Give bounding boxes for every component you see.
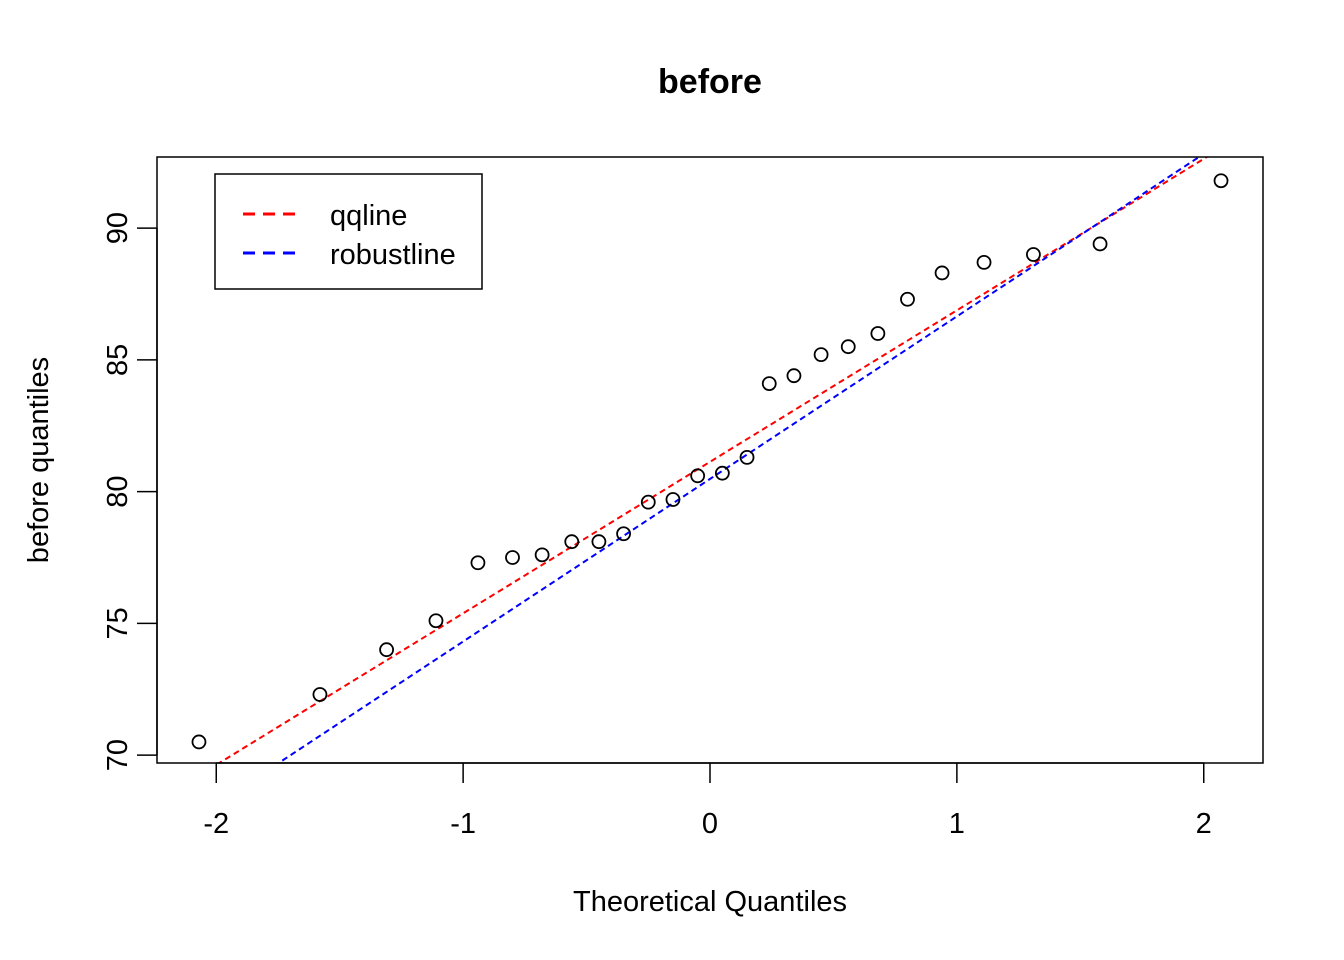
legend: qqline robustline [214, 173, 483, 290]
data-point [505, 550, 520, 565]
data-point [428, 613, 444, 629]
data-point [616, 526, 631, 542]
y-tick-label: 90 [102, 212, 134, 244]
x-tick-label: 0 [702, 808, 718, 840]
data-point [714, 465, 730, 481]
legend-robustline-label: robustline [330, 239, 456, 271]
data-point [591, 534, 607, 550]
y-tick-label: 80 [102, 475, 134, 507]
y-tick-label: 75 [102, 607, 134, 639]
data-point [761, 376, 777, 391]
legend-box [214, 173, 483, 290]
data-point [840, 339, 856, 355]
data-point [379, 642, 394, 658]
x-tick-label: 1 [949, 808, 965, 840]
data-point [900, 291, 915, 307]
data-point [1026, 247, 1041, 262]
x-tick-label: -2 [203, 808, 229, 840]
data-point [534, 547, 550, 563]
robustline-line [276, 157, 1201, 763]
data-point [976, 254, 992, 270]
x-axis-label: Theoretical Quantiles [573, 886, 847, 918]
data-point [739, 449, 755, 465]
data-point [813, 347, 829, 363]
data-point [312, 687, 328, 702]
data-point [640, 494, 656, 510]
y-tick-label: 85 [102, 344, 134, 376]
y-tick-label: 70 [102, 739, 134, 771]
legend-qqline-label: qqline [330, 200, 407, 232]
data-points [191, 173, 1229, 750]
y-axis: 70 75 80 85 90 [102, 212, 158, 771]
data-point [1213, 173, 1229, 189]
chart-title: before [658, 63, 762, 101]
data-point [934, 265, 950, 281]
data-point [665, 492, 681, 507]
x-axis: -2 -1 0 1 2 [203, 762, 1212, 840]
data-point [470, 555, 486, 571]
data-point [870, 326, 886, 341]
y-axis-label: before quantiles [23, 357, 55, 563]
data-point [564, 534, 580, 550]
reference-lines [217, 157, 1209, 763]
x-tick-label: 2 [1196, 808, 1212, 840]
data-point [786, 368, 802, 384]
data-point [690, 468, 706, 484]
data-point [191, 734, 207, 750]
data-point [1092, 236, 1108, 252]
x-tick-label: -1 [450, 808, 476, 840]
